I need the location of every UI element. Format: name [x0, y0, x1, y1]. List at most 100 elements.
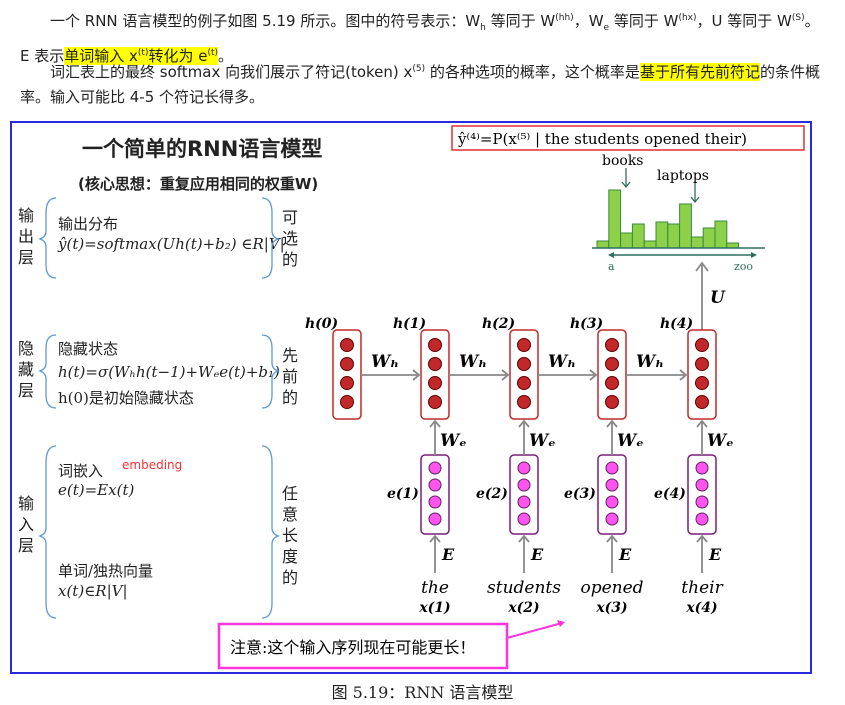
hidden-title: 隐藏状态	[58, 340, 119, 358]
x-label: x(4)	[685, 600, 717, 616]
hidden-layer-label: 隐藏层	[18, 339, 35, 400]
hidden-unit	[340, 376, 354, 390]
figure-caption: 图 5.19：RNN 语言模型	[331, 683, 514, 702]
rnn-figure: 一个简单的RNN语言模型 (核心思想：重复应用相同的权重W) 输出层 输出分布 …	[10, 121, 812, 674]
embed-tag: embeding	[122, 458, 183, 472]
wh-label: Wₕ	[459, 352, 487, 372]
e-matrix-label: E	[708, 545, 722, 564]
hidden-unit	[695, 338, 709, 352]
hidden-unit	[695, 376, 709, 390]
embed-label: e(3)	[564, 486, 596, 502]
paragraph-2: 词汇表上的最终 softmax 向我们展示了符记(token) x(5) 的各种…	[20, 63, 820, 106]
figure-title: 一个简单的RNN语言模型	[82, 137, 323, 161]
hidden-note: 先前的	[282, 346, 299, 407]
embed-unit	[695, 495, 709, 509]
diagram-svg: ŷ⁽⁴⁾=P(x⁽⁵⁾ | the students opened their)…	[37, 125, 805, 670]
note-box	[217, 622, 509, 670]
hidden-unit	[340, 357, 354, 371]
x-label: x(1)	[418, 600, 450, 616]
x-label: x(3)	[595, 600, 627, 616]
output-title: 输出分布	[58, 215, 119, 233]
histogram: a zoo books laptops	[592, 153, 765, 273]
output-layer-label: 输出层	[18, 206, 35, 267]
output-note: 可选的	[282, 208, 299, 269]
histogram-bar	[608, 189, 622, 249]
word-label: opened	[580, 578, 643, 598]
books-label: books	[602, 153, 644, 169]
axis-end-label: zoo	[734, 260, 753, 273]
hidden-cell	[687, 329, 717, 420]
paragraph-1: 一个 RNN 语言模型的例子如图 5.19 所示。图中的符号表示：Wh 等同于 …	[20, 12, 820, 65]
figure-subtitle: (核心思想：重复应用相同的权重W)	[78, 175, 319, 193]
hidden-unit	[517, 338, 531, 352]
embed-unit	[605, 495, 619, 509]
formula-text: ŷ⁽⁴⁾=P(x⁽⁵⁾ | the students opened their)	[457, 130, 747, 148]
hidden-unit	[340, 338, 354, 352]
hidden-unit	[428, 357, 442, 371]
word-label: students	[487, 578, 561, 598]
hidden-init: h(0)是初始隐藏状态	[58, 389, 194, 407]
embed-unit	[517, 461, 531, 475]
laptops-label: laptops	[657, 168, 709, 184]
wh-label: Wₕ	[636, 352, 664, 372]
axis-start-label: a	[608, 260, 615, 273]
hidden-unit	[605, 376, 619, 390]
hidden-unit	[517, 357, 531, 371]
note-text: 注意:这个输入序列现在可能更长！	[230, 638, 475, 657]
hidden-label: h(2)	[482, 316, 515, 332]
embed-title: 词嵌入	[58, 462, 104, 480]
hidden-unit	[517, 395, 531, 409]
histogram-bar	[643, 240, 657, 249]
embed-unit	[517, 495, 531, 509]
histogram-bar	[631, 223, 645, 249]
wh-arrowhead	[589, 369, 598, 381]
hidden-label: h(4)	[660, 316, 693, 332]
histogram-bar	[596, 240, 610, 249]
word-label: the	[421, 578, 449, 598]
word-formula: x(t)∈R|V|	[58, 582, 128, 600]
hidden-unit	[428, 395, 442, 409]
embed-unit	[517, 512, 531, 526]
embed-unit	[605, 512, 619, 526]
wh-arrowhead	[501, 369, 510, 381]
hidden-unit	[428, 338, 442, 352]
embed-unit	[695, 478, 709, 492]
note-arrow	[506, 622, 563, 639]
embed-unit	[428, 461, 442, 475]
wh-label: Wₕ	[548, 352, 576, 372]
input-layer-label: 输入层	[18, 494, 35, 555]
x-label: x(2)	[507, 600, 539, 616]
embed-formula: e(t)=Ex(t)	[58, 481, 135, 499]
histogram-bar	[620, 232, 633, 249]
we-label: Wₑ	[707, 431, 734, 451]
u-arrowhead	[695, 261, 709, 272]
e-matrix-label: E	[618, 545, 632, 564]
embed-unit	[605, 478, 619, 492]
wh-label: Wₕ	[371, 352, 399, 372]
hidden-formula: h(t)=σ(Wₕh(t−1)+Wₑe(t)+b₁)	[58, 363, 280, 381]
u-label: U	[710, 288, 726, 308]
braces	[37, 197, 281, 619]
histogram-bar	[655, 221, 669, 249]
hidden-unit	[605, 395, 619, 409]
word-label: their	[681, 578, 723, 598]
embed-label: e(1)	[387, 486, 419, 502]
output-formula: ŷ(t)=softmax(Uh(t)+b₂) ∈R|V|	[58, 235, 285, 253]
label-arrows	[621, 168, 700, 204]
hidden-label: h(0)	[305, 316, 338, 332]
hidden-unit	[340, 395, 354, 409]
embed-unit	[428, 478, 442, 492]
embed-unit	[428, 512, 442, 526]
hidden-unit	[695, 395, 709, 409]
histogram-bar	[690, 236, 704, 249]
embed-label: e(4)	[654, 486, 686, 502]
word-title: 单词/独热向量	[58, 562, 154, 580]
hidden-unit	[605, 357, 619, 371]
wh-arrowhead	[412, 369, 421, 381]
hidden-unit	[517, 376, 531, 390]
